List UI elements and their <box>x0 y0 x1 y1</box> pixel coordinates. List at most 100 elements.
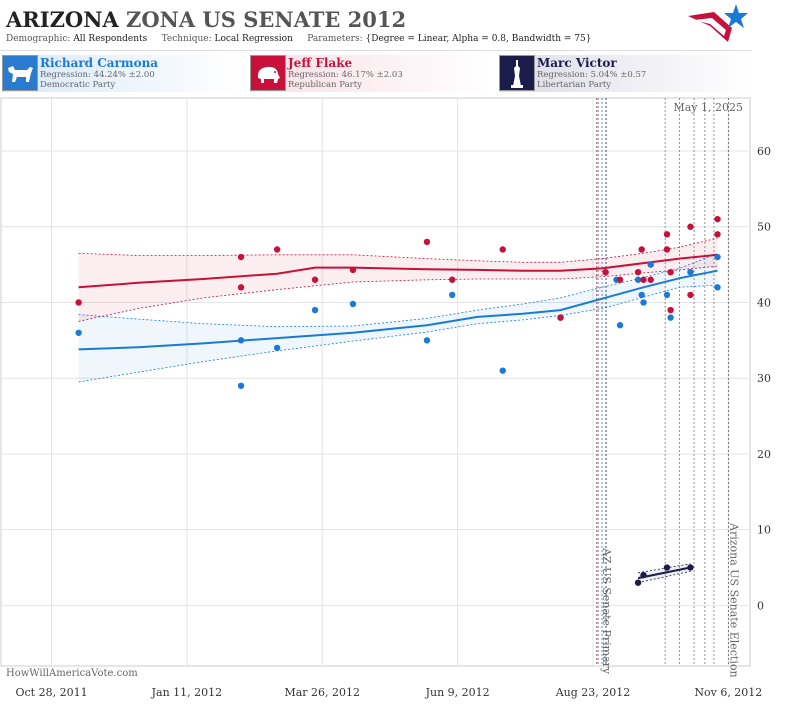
candidate-card-carmona[interactable]: Richard Carmona Regression: 44.24% ±2.00… <box>2 55 242 92</box>
trend-line <box>78 253 718 289</box>
poll-point <box>616 276 624 283</box>
poll-point <box>237 337 245 344</box>
poll-point <box>237 253 245 261</box>
poll-point <box>602 268 609 276</box>
poll-point <box>663 246 671 253</box>
x-tick-label: Jun 9, 2012 <box>425 686 490 699</box>
plot-frame <box>0 97 751 667</box>
poll-point <box>273 344 281 352</box>
y-tick-label: 40 <box>757 296 771 309</box>
poll-point <box>714 231 721 238</box>
primary-event-label: AZ US Senate Primary <box>600 547 613 675</box>
poll-point <box>687 223 694 230</box>
poll-point <box>75 329 82 336</box>
poll-point <box>647 276 654 283</box>
poll-points <box>75 215 721 586</box>
y-tick-label: 20 <box>757 448 771 461</box>
technique-value: Local Regression <box>214 34 293 44</box>
poll-point <box>499 367 506 374</box>
site-logo-icon <box>688 4 748 42</box>
poll-point <box>634 268 642 276</box>
x-tick-label: Nov 6, 2012 <box>694 686 762 699</box>
poll-point <box>311 276 319 283</box>
confidence-bands <box>78 237 718 584</box>
confidence-band <box>78 238 718 322</box>
lower-bound-line <box>638 570 691 584</box>
poll-point <box>423 337 431 344</box>
poll-point <box>311 306 319 314</box>
demographic-label: Demographic: <box>6 34 71 44</box>
chart-date-label: May 1, 2025 <box>673 101 743 114</box>
x-tick-label: Jan 11, 2012 <box>151 686 223 699</box>
candidate-name: Jeff Flake <box>288 56 353 70</box>
election-event-label: Arizona US Senate Election <box>727 522 740 678</box>
candidate-card-victor[interactable]: Marc Victor Regression: 5.04% ±0.57 Libe… <box>499 55 749 92</box>
x-axis-ticks: Oct 28, 2011 Jan 11, 2012 Mar 26, 2012 Jun … <box>15 686 762 699</box>
poll-point <box>640 571 647 579</box>
y-axis-ticks: 0 10 20 30 40 50 60 <box>757 145 771 612</box>
candidate-regression: Regression: 46.17% ±2.03 <box>288 70 403 80</box>
poll-point <box>640 276 647 283</box>
poll-point <box>449 291 456 299</box>
parameters-line: Demographic: All Respondents Technique: … <box>6 34 591 44</box>
candidate-party: Democratic Party <box>40 80 116 90</box>
candidate-regression: Regression: 5.04% ±0.57 <box>537 70 647 80</box>
x-tick-label: Aug 23, 2012 <box>555 686 631 699</box>
candidate-name: Marc Victor <box>537 56 617 70</box>
confidence-band <box>78 253 718 382</box>
poll-point <box>349 266 357 274</box>
poll-point <box>638 246 645 253</box>
y-tick-label: 0 <box>757 599 764 612</box>
parameters-label: Parameters: <box>307 34 363 44</box>
technique-label: Technique: <box>161 34 212 44</box>
poll-point <box>687 564 694 571</box>
poll-point <box>667 306 674 314</box>
poll-point <box>640 299 647 306</box>
poll-point <box>449 276 456 283</box>
poll-point <box>687 268 694 276</box>
poll-point <box>499 246 506 253</box>
poll-point <box>663 231 671 238</box>
candidate-name: Richard Carmona <box>40 56 159 70</box>
page-title: ARIZONA ZONA US SENATE 2012 <box>6 7 406 32</box>
poll-point <box>273 246 281 253</box>
elephant-icon <box>250 55 286 91</box>
poll-point <box>423 238 431 246</box>
candidate-regression: Regression: 44.24% ±2.00 <box>40 70 155 80</box>
trend-line <box>637 566 691 580</box>
y-tick-label: 50 <box>757 221 771 234</box>
poll-point <box>634 276 642 283</box>
poll-point <box>638 291 645 299</box>
lower-bound-line <box>78 265 718 322</box>
trend-lines <box>78 253 718 580</box>
poll-point <box>349 300 357 308</box>
demographic-value: All Respondents <box>73 34 148 44</box>
x-tick-label: Mar 26, 2012 <box>284 686 360 699</box>
event-lines <box>596 98 729 666</box>
poll-point <box>634 579 642 586</box>
poll-point <box>667 268 674 276</box>
title-state: ARIZONA <box>6 7 119 32</box>
poll-point <box>714 215 721 223</box>
poll-point <box>237 284 245 291</box>
poll-point <box>667 314 674 321</box>
poll-point <box>237 382 245 389</box>
candidate-party: Libertarian Party <box>537 80 612 90</box>
poll-point <box>616 322 624 329</box>
title-rest: ZONA US SENATE 2012 <box>126 7 407 32</box>
liberty-statue-icon <box>499 55 535 91</box>
donkey-icon <box>2 55 38 91</box>
upper-bound-line <box>78 237 718 263</box>
poll-point <box>687 291 694 299</box>
poll-point <box>714 253 721 261</box>
y-tick-label: 30 <box>757 372 771 385</box>
poll-point <box>647 261 654 268</box>
trend-line <box>78 269 718 351</box>
candidate-card-flake[interactable]: Jeff Flake Regression: 46.17% ±2.03 Repu… <box>250 55 490 92</box>
poll-point <box>714 284 721 291</box>
chart-header: ARIZONA ZONA US SENATE 2012 Demographic:… <box>0 0 752 51</box>
poll-point <box>663 564 671 571</box>
candidate-party: Republican Party <box>288 80 362 90</box>
y-tick-label: 60 <box>757 145 771 158</box>
